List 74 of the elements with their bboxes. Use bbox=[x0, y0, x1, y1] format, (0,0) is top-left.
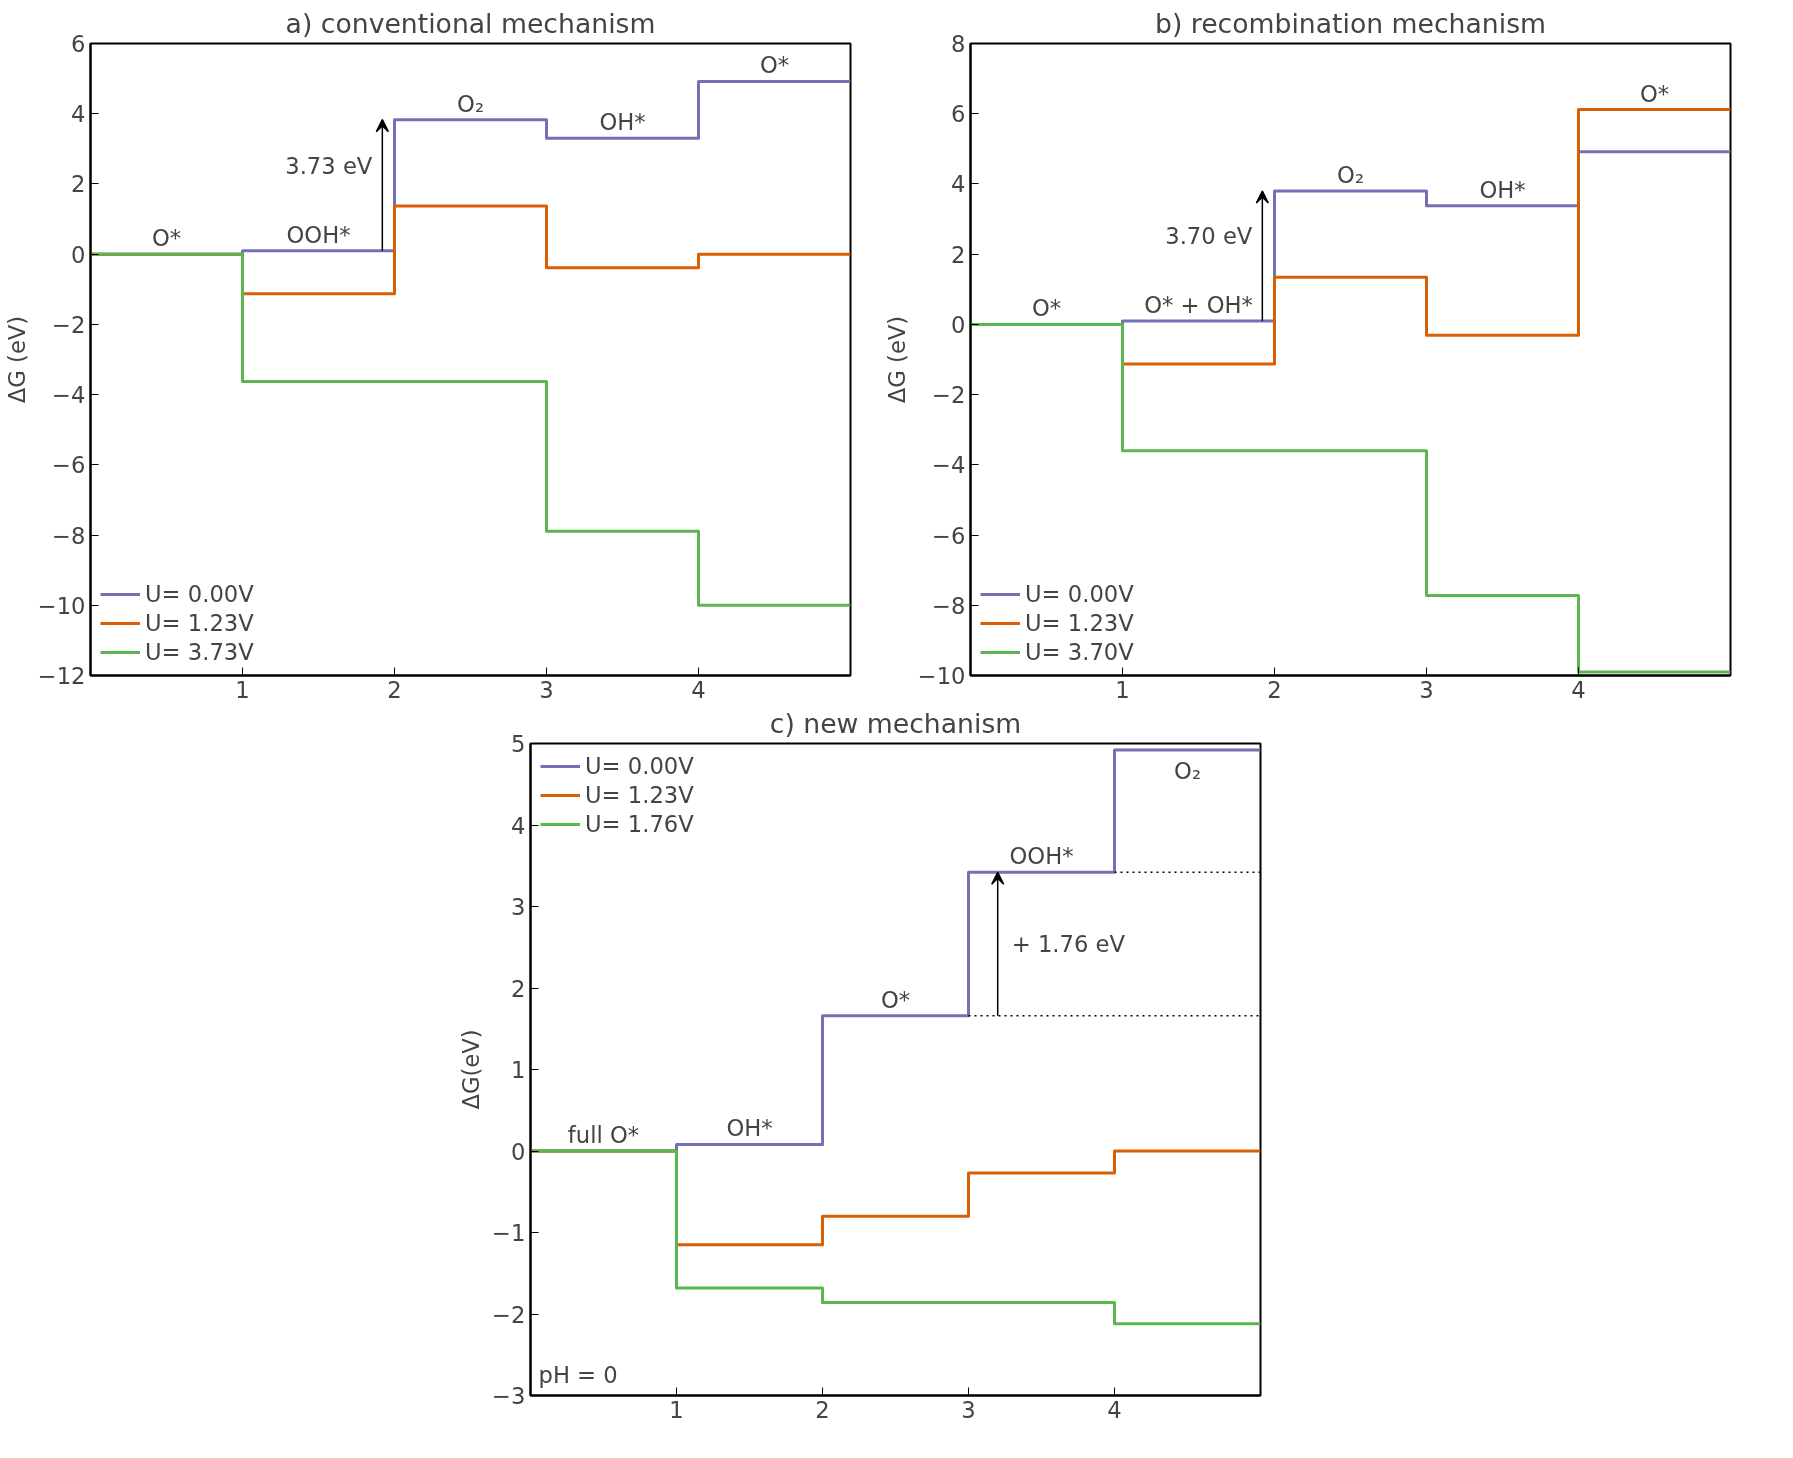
y-tick-label: −12 bbox=[37, 663, 86, 689]
legend-label: U= 1.23V bbox=[145, 610, 254, 636]
annotation: pH = 0 bbox=[538, 1361, 618, 1388]
y-tick-label: −6 bbox=[932, 522, 966, 549]
y-tick-label: 0 bbox=[511, 1138, 526, 1165]
legend-label: U= 1.23V bbox=[1025, 610, 1134, 636]
x-tick-label: 2 bbox=[387, 676, 402, 703]
y-tick-label: 6 bbox=[71, 31, 86, 57]
y-tick-label: 6 bbox=[951, 101, 966, 128]
legend-label: U= 3.73V bbox=[145, 639, 254, 665]
y-tick-label: −6 bbox=[52, 452, 86, 479]
legend-label: U= 0.00V bbox=[585, 753, 694, 779]
y-tick-label: −2 bbox=[52, 311, 86, 338]
y-tick-label: 4 bbox=[71, 101, 86, 128]
y-tick-label: 4 bbox=[511, 812, 526, 839]
annotation: 3.73 eV bbox=[285, 152, 373, 179]
y-tick-label: 3 bbox=[511, 894, 526, 920]
annotation: O* + OH* bbox=[1144, 291, 1253, 318]
y-tick-label: 2 bbox=[71, 171, 86, 198]
y-tick-label: −10 bbox=[917, 663, 966, 689]
y-tick-label: 2 bbox=[951, 241, 966, 268]
x-tick-label: 1 bbox=[1115, 676, 1130, 703]
x-tick-label: 4 bbox=[691, 676, 706, 703]
annotation: OOH* bbox=[1009, 843, 1074, 870]
chart-title: a) conventional mechanism bbox=[285, 7, 656, 39]
annotation: OOH* bbox=[286, 221, 351, 248]
x-tick-label: 4 bbox=[1107, 1396, 1122, 1423]
annotation: O* bbox=[1639, 80, 1670, 107]
annotation: 3.70 eV bbox=[1165, 223, 1253, 250]
legend-label: U= 1.23V bbox=[585, 782, 694, 808]
annotation: O* bbox=[759, 52, 790, 79]
annotation: OH* bbox=[1479, 176, 1526, 203]
y-tick-label: −8 bbox=[52, 522, 86, 549]
x-tick-label: 3 bbox=[539, 676, 554, 703]
x-tick-label: 4 bbox=[1571, 676, 1586, 703]
y-tick-label: −3 bbox=[492, 1383, 526, 1409]
y-tick-label: −2 bbox=[492, 1301, 526, 1328]
y-tick-label: −2 bbox=[932, 382, 966, 409]
annotation: O₂ bbox=[457, 90, 484, 117]
y-tick-label: −1 bbox=[492, 1220, 526, 1246]
y-tick-label: −8 bbox=[932, 592, 966, 619]
annotation: full O* bbox=[567, 1122, 640, 1148]
annotation: O* bbox=[880, 986, 911, 1013]
chart-title: b) recombination mechanism bbox=[1155, 7, 1546, 39]
x-tick-label: 2 bbox=[1267, 676, 1282, 703]
annotation: O₂ bbox=[1337, 161, 1364, 188]
y-axis-title: ΔG (eV) bbox=[883, 315, 910, 404]
annotation: OH* bbox=[599, 109, 646, 136]
y-tick-label: 5 bbox=[511, 731, 526, 757]
y-tick-label: −4 bbox=[932, 452, 966, 479]
y-axis-title: ΔG(eV) bbox=[458, 1029, 485, 1110]
y-tick-label: 4 bbox=[951, 171, 966, 198]
x-tick-label: 1 bbox=[669, 1396, 684, 1423]
y-tick-label: −10 bbox=[37, 592, 86, 619]
legend-label: U= 0.00V bbox=[1025, 581, 1134, 607]
annotation: O* bbox=[1031, 295, 1062, 322]
x-tick-label: 3 bbox=[1419, 676, 1434, 703]
x-tick-label: 1 bbox=[235, 676, 250, 703]
y-axis-title: ΔG (eV) bbox=[3, 315, 30, 404]
y-tick-label: 1 bbox=[511, 1057, 526, 1083]
y-tick-label: 0 bbox=[71, 241, 86, 268]
y-tick-label: 2 bbox=[511, 975, 526, 1002]
legend-label: U= 3.70V bbox=[1025, 639, 1134, 665]
annotation: OH* bbox=[726, 1115, 773, 1142]
y-tick-label: 8 bbox=[951, 31, 966, 57]
x-tick-label: 2 bbox=[815, 1396, 830, 1423]
y-tick-label: 0 bbox=[951, 311, 966, 338]
annotation: O* bbox=[151, 225, 182, 252]
y-tick-label: −4 bbox=[52, 382, 86, 409]
chart-title: c) new mechanism bbox=[769, 707, 1022, 739]
annotation: O₂ bbox=[1174, 758, 1201, 785]
legend-label: U= 1.76V bbox=[585, 811, 694, 837]
annotation: + 1.76 eV bbox=[1011, 930, 1126, 957]
legend-label: U= 0.00V bbox=[145, 581, 254, 607]
